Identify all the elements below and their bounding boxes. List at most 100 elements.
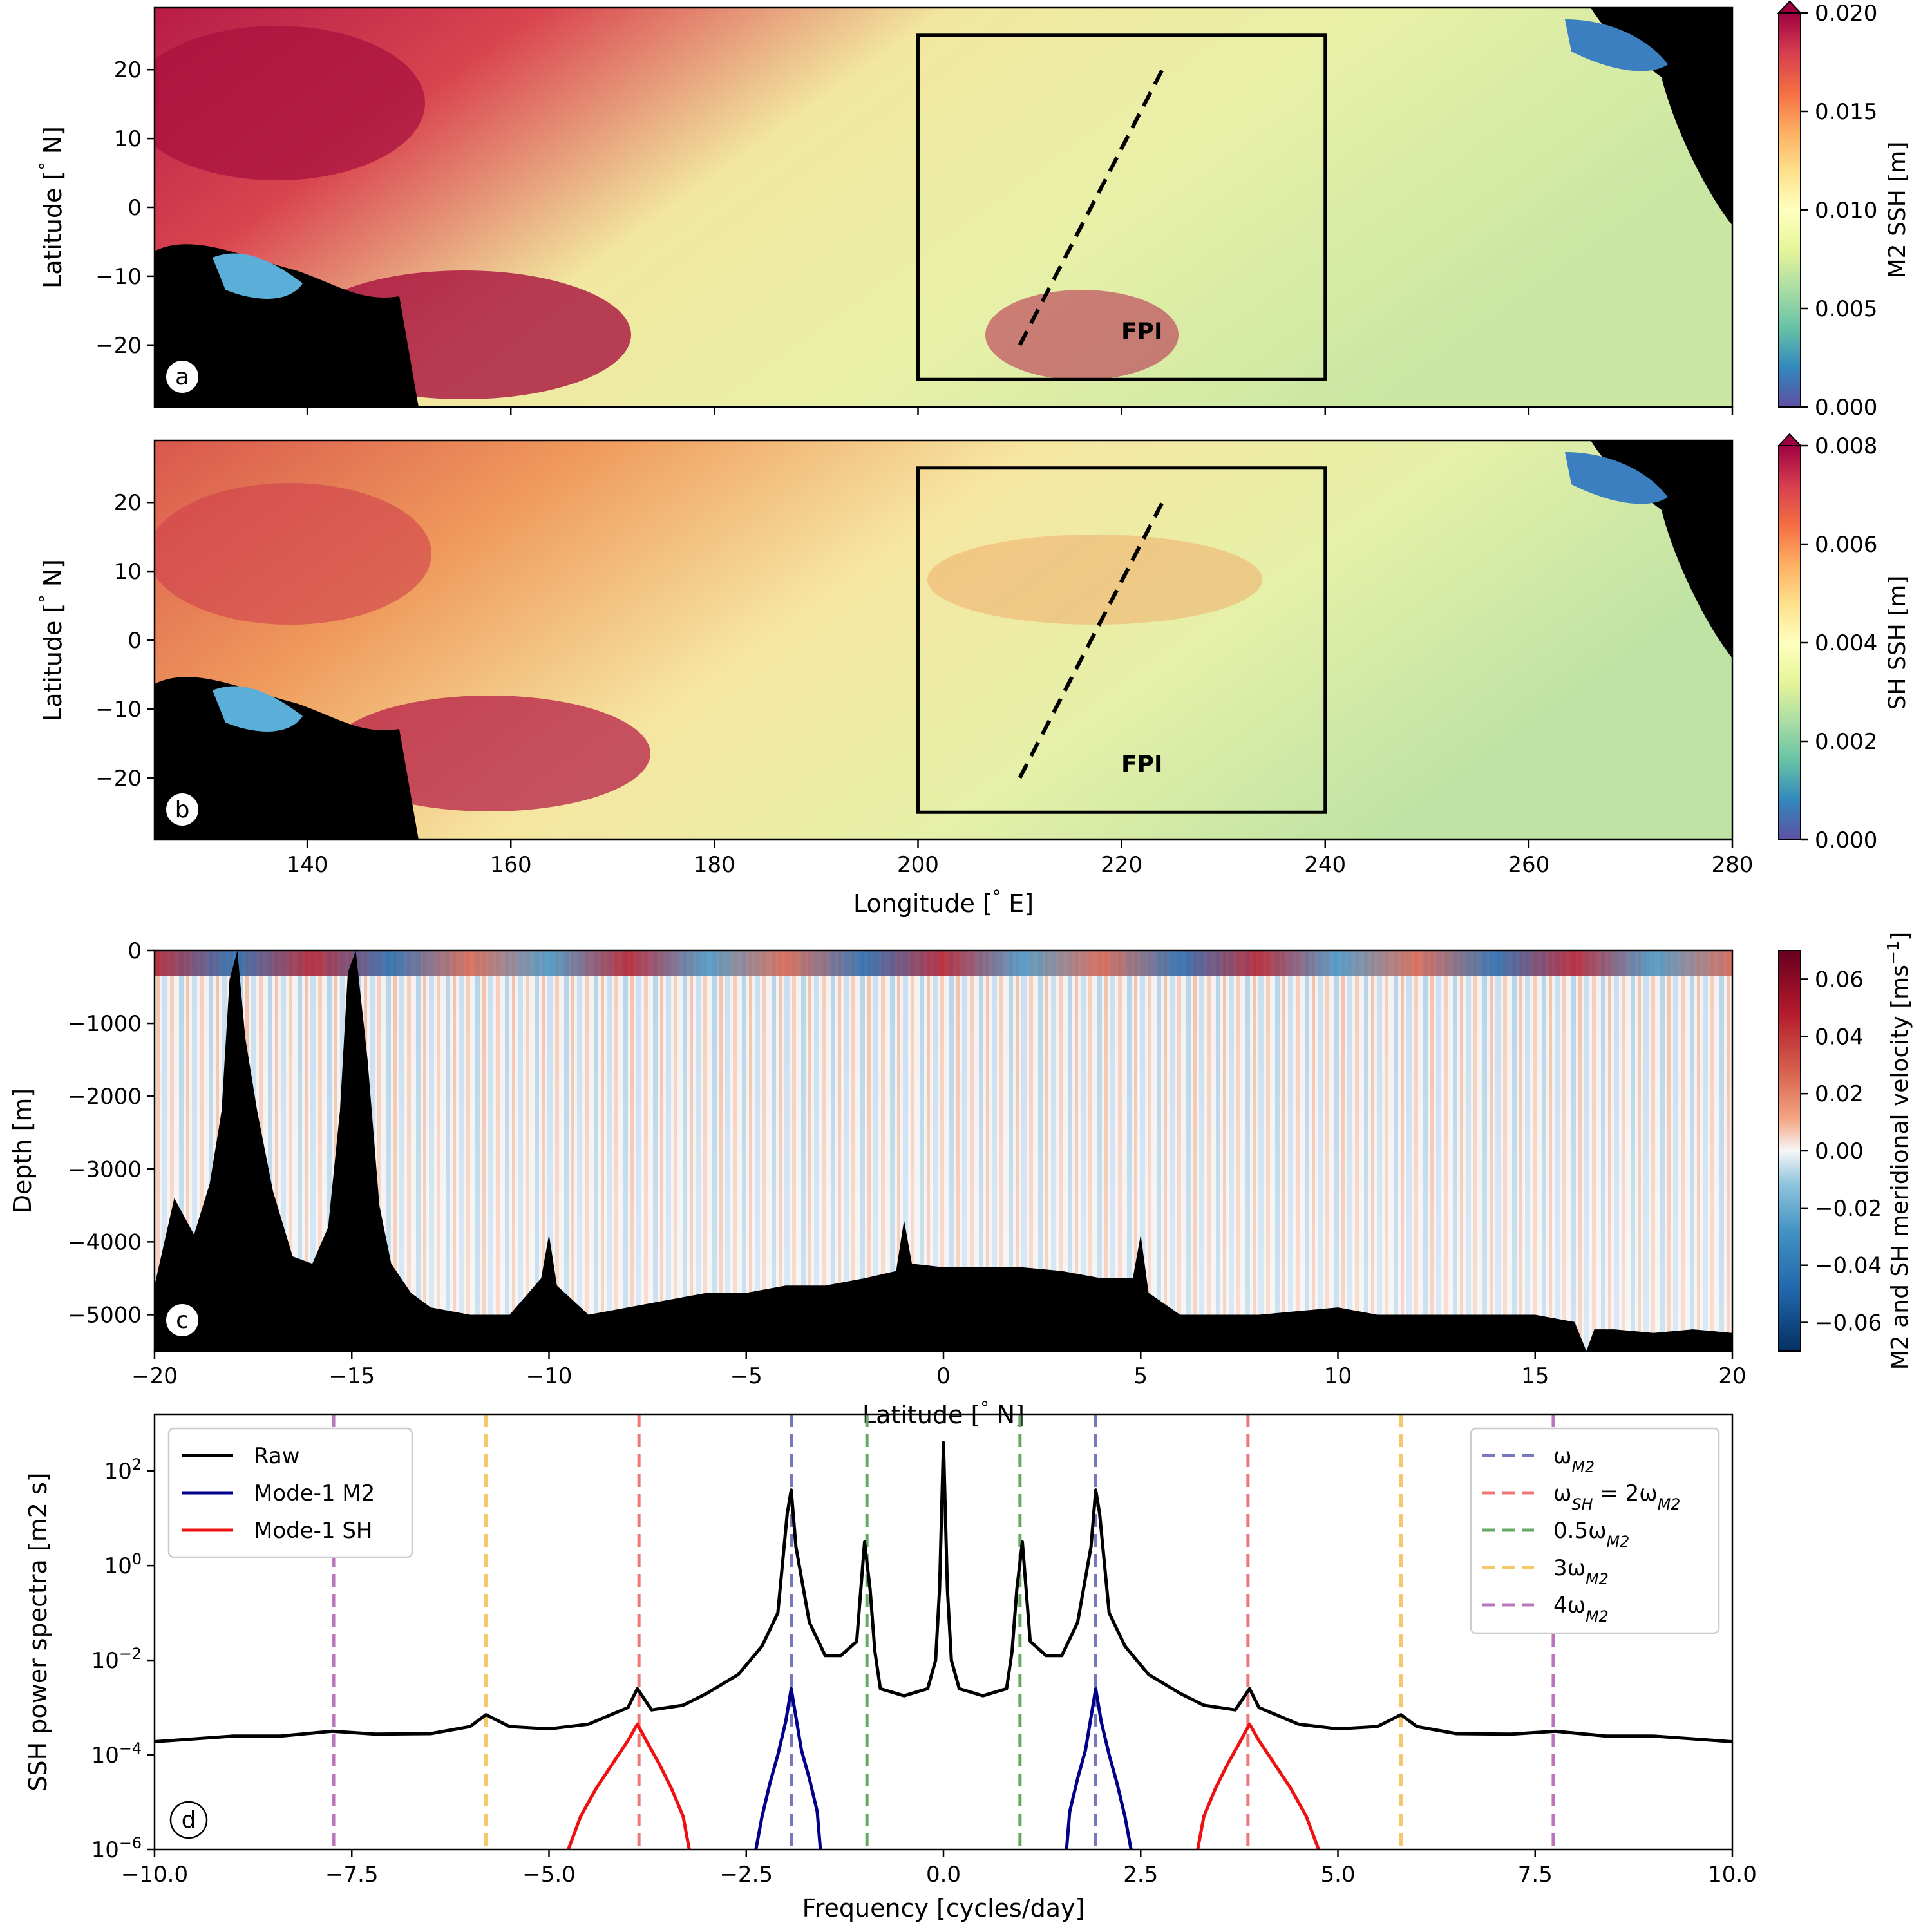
x-b-tick-label: 140 <box>287 852 328 878</box>
series-line <box>1065 1687 1133 1850</box>
x-ticks-d: −10.0 −7.5 −5.0 −2.5 0.0 2.5 5.0 7.5 10.0 <box>121 1850 1757 1888</box>
legend-label: 3ωM2 <box>1553 1555 1609 1588</box>
y-d-tick-label: 10−6 <box>91 1834 142 1863</box>
x-c-tick-label: 0 <box>936 1363 951 1389</box>
legend-label: ωSH = 2ωM2 <box>1553 1481 1680 1513</box>
y-c-tick-label: −3000 <box>68 1157 142 1182</box>
cb-b-tick-label: 0.008 <box>1815 433 1877 459</box>
panel-label-circle-a <box>165 359 200 394</box>
panel-c-velocity-section: c 0 −1000 −2000 −3000 −4000 −5000 −20 −15 −10 −5… <box>8 932 1913 1429</box>
y-c-tick-label: −4000 <box>68 1229 142 1255</box>
series-line <box>566 1722 691 1850</box>
harmonic-lines <box>332 1414 1555 1850</box>
legend-harmonics-frame <box>1470 1427 1720 1634</box>
y-b-tick-label: 0 <box>128 628 142 654</box>
legend-label: Raw <box>254 1443 300 1469</box>
x-d-tick-label: −7.5 <box>325 1862 379 1888</box>
x-c-tick-label: 10 <box>1324 1363 1352 1389</box>
series-line <box>754 1687 822 1850</box>
legend-label: 4ωM2 <box>1553 1593 1609 1625</box>
x-ticks-a <box>306 407 1734 415</box>
x-b-tick-label: 240 <box>1304 852 1346 878</box>
panel-d-power-spectra: d 102 100 10−2 10−4 10−6 −10.0 −7.5 −5.0 −2.5 0.… <box>24 1413 1757 1922</box>
map-a-hotspot-north <box>155 26 425 180</box>
panel-label-a: a <box>175 364 189 390</box>
y-c-tick-label: −2000 <box>68 1084 142 1110</box>
colorbar-ticks-a: 0.020 0.015 0.010 0.005 0.000 <box>1801 1 1877 421</box>
spectra-series <box>155 1441 1732 1850</box>
colorbar-label-b: SH SSH [m] <box>1884 576 1911 710</box>
legend-series-frame <box>167 1427 413 1558</box>
y-c-tick-label: −5000 <box>68 1302 142 1328</box>
x-ticks-b: 140 160 180 200 220 240 260 280 <box>287 840 1754 878</box>
y-axis-label-a: Latitude [° N] <box>36 126 68 289</box>
y-ticks-c: 0 −1000 −2000 −3000 −4000 −5000 <box>68 938 155 1328</box>
x-d-tick-label: 0.0 <box>926 1862 961 1888</box>
x-c-tick-label: 20 <box>1718 1363 1746 1389</box>
map-a-land-america <box>1591 8 1732 225</box>
y-c-tick-label: −1000 <box>68 1011 142 1037</box>
panel-label-circle-c <box>165 1303 200 1338</box>
panel-label-c: c <box>176 1307 189 1334</box>
map-b-band-east <box>927 535 1262 625</box>
colorbar-label-a: M2 SSH [m] <box>1884 142 1911 279</box>
map-a-land-australia <box>155 244 419 407</box>
legend-label: 0.5ωM2 <box>1553 1518 1629 1551</box>
x-b-tick-label: 220 <box>1101 852 1142 878</box>
cb-b-tick-label: 0.000 <box>1815 828 1877 853</box>
map-a-hotspot-fpi <box>985 290 1179 380</box>
map-b-shelf-gulf <box>1565 452 1668 504</box>
y-ticks-d: 102 100 10−2 10−4 10−6 <box>91 1455 155 1863</box>
y-ticks-a: 20 10 0 −10 −20 <box>95 57 155 359</box>
cb-a-tick-label: 0.020 <box>1815 1 1877 26</box>
y-a-tick-label: −20 <box>95 333 142 359</box>
region-box-b <box>916 466 1327 814</box>
colorbar-ticks-b: 0.008 0.006 0.004 0.002 0.000 <box>1801 433 1877 853</box>
y-b-tick-label: −20 <box>95 766 142 791</box>
y-a-tick-label: −10 <box>95 264 142 290</box>
y-b-tick-label: 20 <box>114 490 142 516</box>
map-b-land-america <box>1591 440 1732 658</box>
panel-label-circle-d <box>169 1801 208 1839</box>
map-b-shelf <box>213 686 303 732</box>
x-c-tick-label: −15 <box>328 1363 375 1389</box>
legend-series: Raw Mode-1 M2 Mode-1 SH <box>167 1427 413 1558</box>
fpi-label-b: FPI <box>1121 751 1162 777</box>
series-line <box>155 1441 1732 1743</box>
y-d-tick-label: 100 <box>104 1550 142 1579</box>
bathymetry <box>155 951 1732 1351</box>
cb-a-tick-label: 0.010 <box>1815 198 1877 223</box>
y-b-tick-label: −10 <box>95 697 142 723</box>
y-axis-label-d: SSH power spectra [m2 s] <box>24 1472 52 1791</box>
y-axis-label-b: Latitude [° N] <box>36 559 68 721</box>
y-a-tick-label: 20 <box>114 57 142 83</box>
cb-b-tick-label: 0.002 <box>1815 729 1877 755</box>
x-b-tick-label: 200 <box>897 852 939 878</box>
colorbar-a-extend <box>1777 0 1803 14</box>
y-axis-label-c: Depth [m] <box>8 1088 37 1214</box>
colorbar-a <box>1778 12 1801 408</box>
cb-b-tick-label: 0.004 <box>1815 630 1877 656</box>
section-line-a <box>1018 68 1164 346</box>
x-d-tick-label: −2.5 <box>719 1862 773 1888</box>
colorbar-b <box>1778 445 1801 840</box>
panel-b-sh-ssh-map: FPI b 20 10 0 −10 −20 140 160 180 200 220 240 260 2… <box>36 433 1911 918</box>
x-b-tick-label: 260 <box>1508 852 1549 878</box>
cb-c-tick-label: 0.06 <box>1815 967 1864 992</box>
panel-label-circle-b <box>165 792 200 827</box>
x-axis-label-d: Frequency [cycles/day] <box>802 1894 1085 1922</box>
map-b-hotspot-south <box>328 696 650 811</box>
y-d-tick-label: 10−4 <box>91 1739 142 1768</box>
x-b-tick-label: 160 <box>490 852 532 878</box>
x-d-tick-label: 2.5 <box>1123 1862 1158 1888</box>
x-d-tick-label: 5.0 <box>1320 1862 1355 1888</box>
cb-c-tick-label: −0.02 <box>1815 1196 1882 1222</box>
y-a-tick-label: 10 <box>114 126 142 152</box>
x-ticks-c: −20 −15 −10 −5 0 5 10 15 20 <box>131 1351 1747 1389</box>
x-b-tick-label: 280 <box>1712 852 1754 878</box>
series-line <box>1196 1722 1321 1850</box>
colorbar-c <box>1778 950 1801 1352</box>
colorbar-label-c: M2 and SH meridional velocity [ms−1] <box>1884 932 1914 1370</box>
